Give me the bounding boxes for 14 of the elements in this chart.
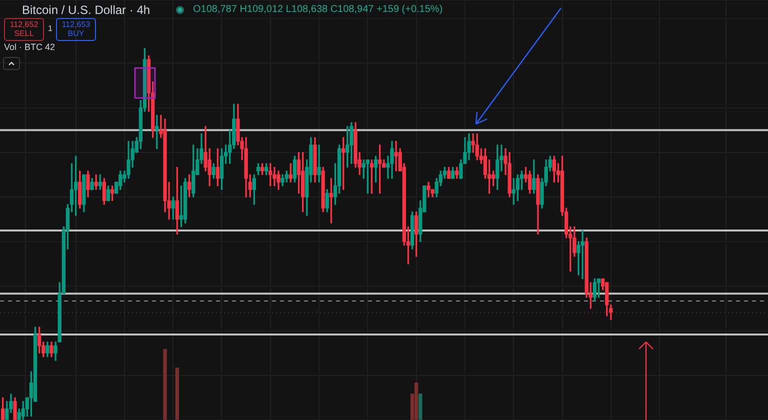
bar: [163, 349, 167, 420]
text: 112,653 BUY: [56, 18, 96, 41]
text: 1: [48, 24, 52, 33]
bar: [175, 368, 179, 420]
bar: [418, 394, 422, 420]
text: 112,652 SELL: [4, 18, 44, 41]
annotation: Vol · BTC 42: [4, 42, 56, 52]
candlestick: [580, 230, 584, 280]
candlestick: [272, 166, 276, 186]
chart-title: Bitcoin / U.S. Dollar · 4h: [22, 3, 150, 17]
text: O108,787 H109,012 L108,638 C108,947 +159 (+0.15%): [193, 4, 443, 15]
candlestick: [317, 144, 321, 182]
candlestick: [394, 140, 398, 172]
bar: [414, 382, 418, 420]
